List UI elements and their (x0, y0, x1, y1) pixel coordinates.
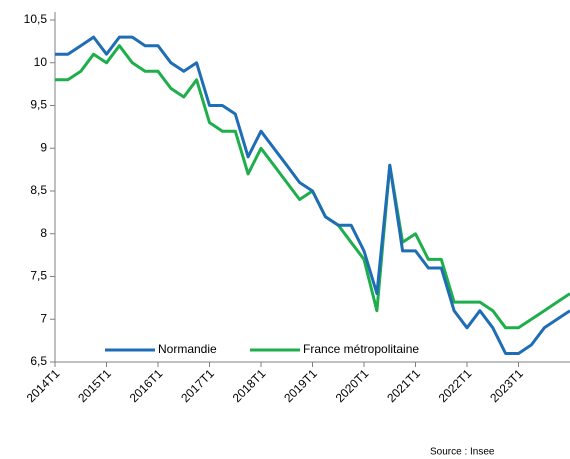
y-tick-label: 7 (40, 311, 47, 325)
x-tick-label: 2020T1 (333, 366, 372, 405)
x-tick-label: 2019T1 (281, 366, 320, 405)
legend-label: France métropolitaine (303, 342, 419, 356)
x-tick-label: 2022T1 (436, 366, 475, 405)
y-tick-label: 7,5 (30, 269, 47, 283)
x-tick-label: 2016T1 (127, 366, 166, 405)
x-tick-label: 2015T1 (75, 366, 114, 405)
y-tick-label: 9,5 (30, 98, 47, 112)
line-series (55, 44, 570, 330)
y-tick-label: 10,5 (24, 12, 48, 26)
x-tick-label: 2021T1 (384, 366, 423, 405)
y-tick-label: 10 (34, 55, 48, 69)
y-tick-label: 9 (40, 140, 47, 154)
x-tick-label: 2023T1 (487, 366, 526, 405)
line-series (55, 35, 570, 355)
y-tick-label: 8,5 (30, 183, 47, 197)
x-tick-label: 2014T1 (24, 366, 63, 405)
y-tick-label: 8 (40, 226, 47, 240)
x-tick-label: 2017T1 (178, 366, 217, 405)
x-tick-label: 2018T1 (230, 366, 269, 405)
y-tick-label: 6,5 (30, 354, 47, 368)
source: Source : Insee (430, 447, 495, 458)
legend-label: Normandie (158, 342, 217, 356)
